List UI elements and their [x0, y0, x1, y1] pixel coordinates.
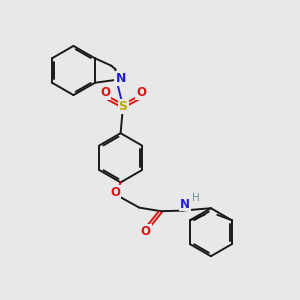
Text: O: O [100, 86, 110, 99]
Text: N: N [116, 72, 126, 85]
Text: O: O [141, 225, 151, 238]
Text: N: N [180, 197, 190, 211]
Text: H: H [192, 193, 200, 203]
Text: O: O [136, 86, 146, 99]
Text: S: S [118, 100, 127, 113]
Text: O: O [110, 186, 120, 199]
